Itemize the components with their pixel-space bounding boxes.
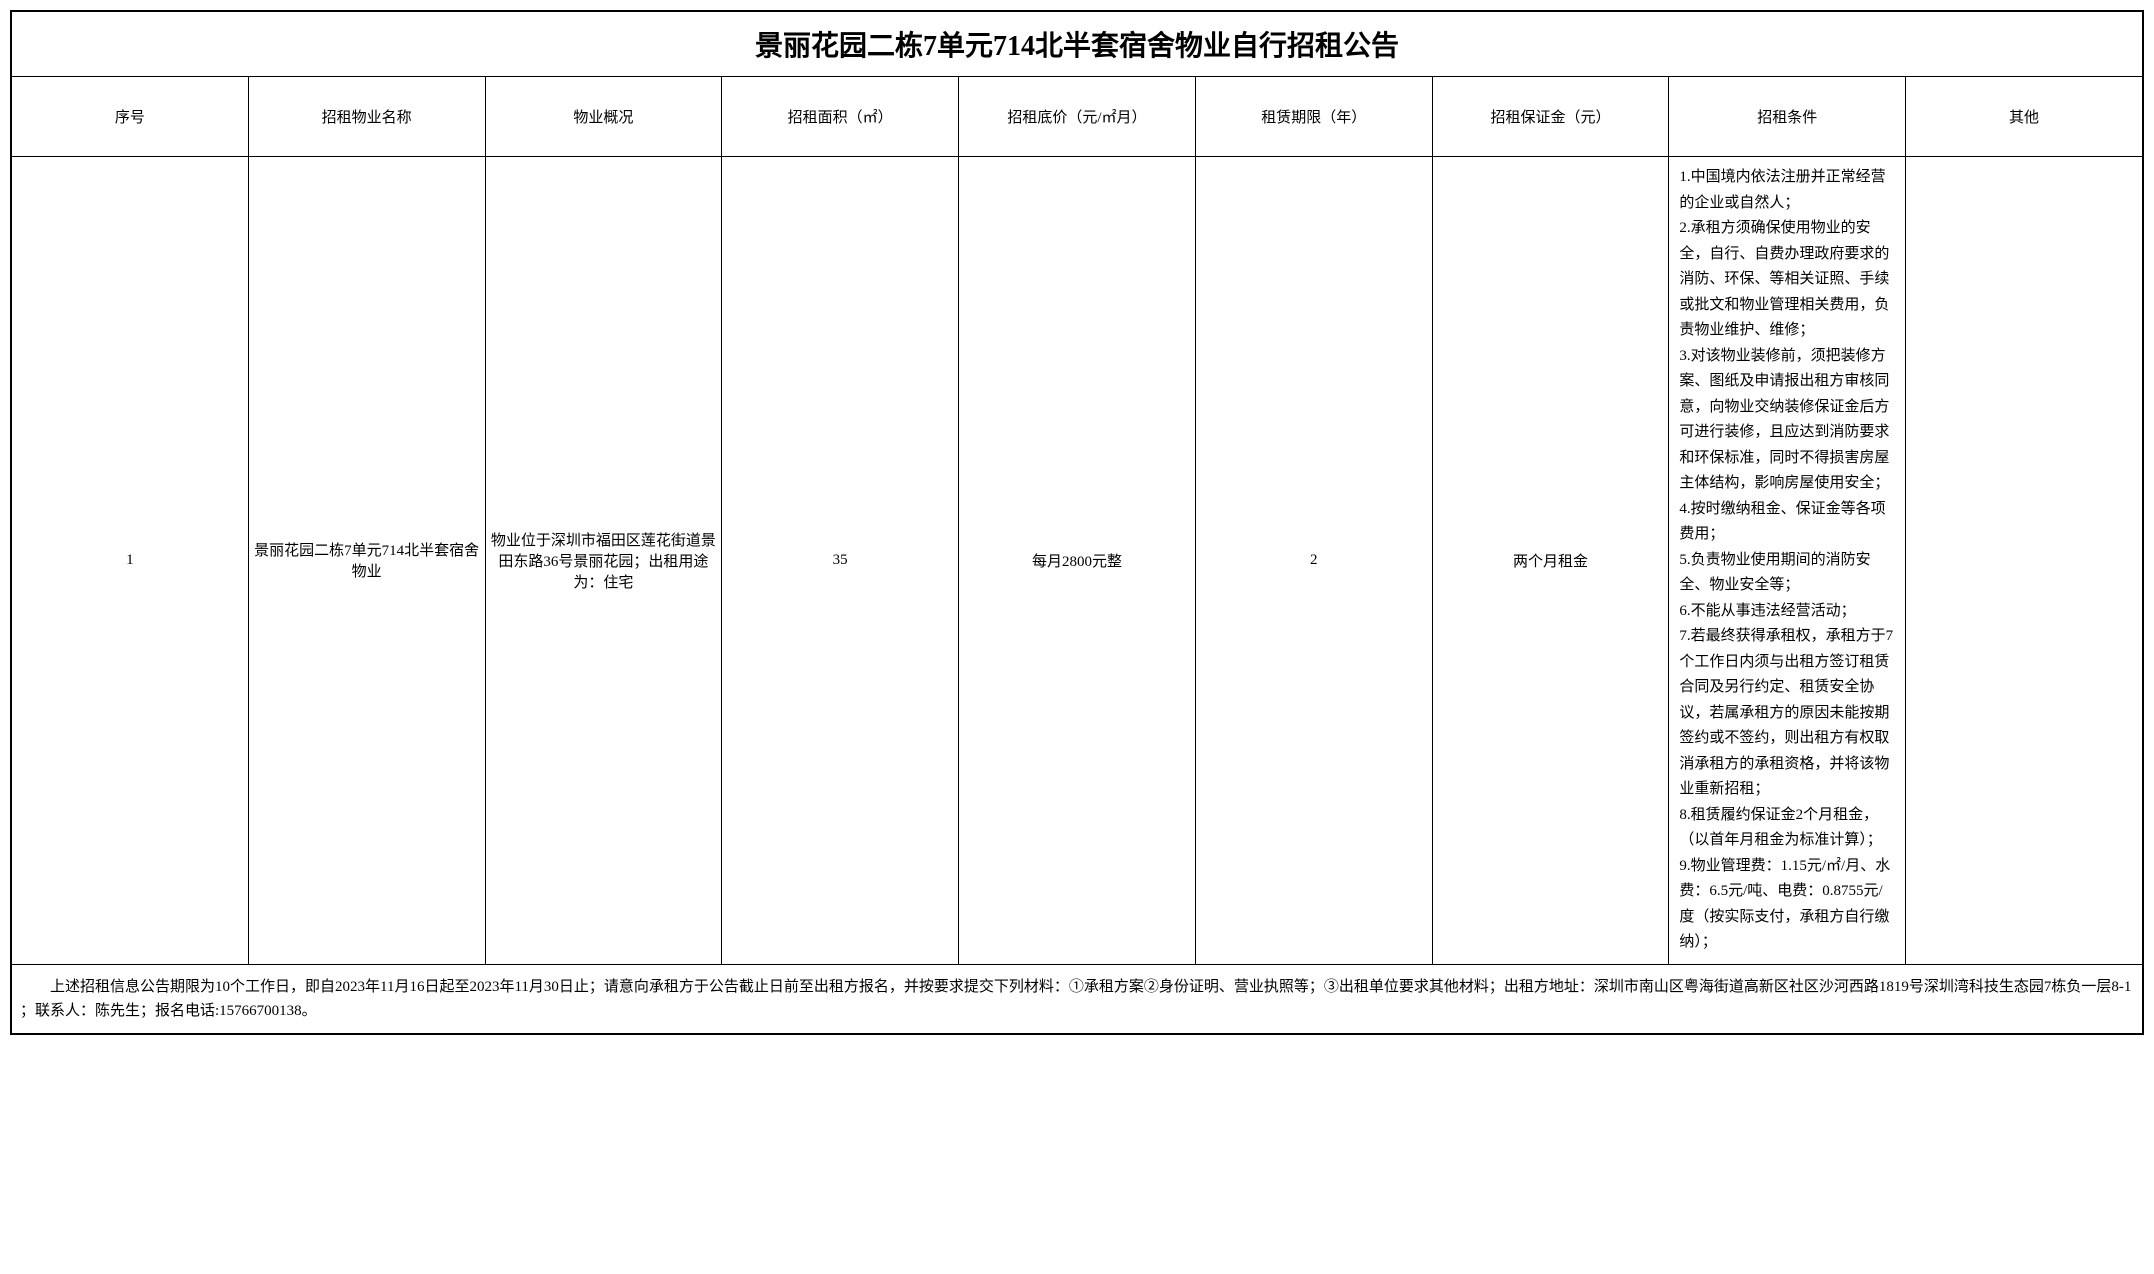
header-overview: 物业概况 xyxy=(485,77,722,157)
header-name: 招租物业名称 xyxy=(248,77,485,157)
header-deposit: 招租保证金（元） xyxy=(1432,77,1669,157)
footer-row: 上述招租信息公告期限为10个工作日，即自2023年11月16日起至2023年11… xyxy=(12,964,2143,1033)
cell-deposit: 两个月租金 xyxy=(1432,157,1669,965)
header-price: 招租底价（元/㎡月） xyxy=(959,77,1196,157)
header-term: 租赁期限（年） xyxy=(1195,77,1432,157)
title-row: 景丽花园二栋7单元714北半套宿舍物业自行招租公告 xyxy=(12,12,2143,77)
cell-price: 每月2800元整 xyxy=(959,157,1196,965)
header-area: 招租面积（㎡） xyxy=(722,77,959,157)
cell-overview: 物业位于深圳市福田区莲花街道景田东路36号景丽花园；出租用途为：住宅 xyxy=(485,157,722,965)
cell-term: 2 xyxy=(1195,157,1432,965)
cell-other xyxy=(1906,157,2143,965)
header-other: 其他 xyxy=(1906,77,2143,157)
header-conditions: 招租条件 xyxy=(1669,77,1906,157)
main-table: 景丽花园二栋7单元714北半套宿舍物业自行招租公告 序号 招租物业名称 物业概况… xyxy=(11,11,2143,1034)
cell-name: 景丽花园二栋7单元714北半套宿舍物业 xyxy=(248,157,485,965)
header-seq: 序号 xyxy=(12,77,249,157)
cell-area: 35 xyxy=(722,157,959,965)
header-row: 序号 招租物业名称 物业概况 招租面积（㎡） 招租底价（元/㎡月） 租赁期限（年… xyxy=(12,77,2143,157)
footer-text: 上述招租信息公告期限为10个工作日，即自2023年11月16日起至2023年11… xyxy=(12,964,2143,1033)
cell-seq: 1 xyxy=(12,157,249,965)
document-title: 景丽花园二栋7单元714北半套宿舍物业自行招租公告 xyxy=(12,12,2143,77)
cell-conditions: 1.中国境内依法注册并正常经营的企业或自然人；2.承租方须确保使用物业的安全，自… xyxy=(1669,157,1906,965)
table-row: 1 景丽花园二栋7单元714北半套宿舍物业 物业位于深圳市福田区莲花街道景田东路… xyxy=(12,157,2143,965)
document-container: 景丽花园二栋7单元714北半套宿舍物业自行招租公告 序号 招租物业名称 物业概况… xyxy=(10,10,2144,1035)
